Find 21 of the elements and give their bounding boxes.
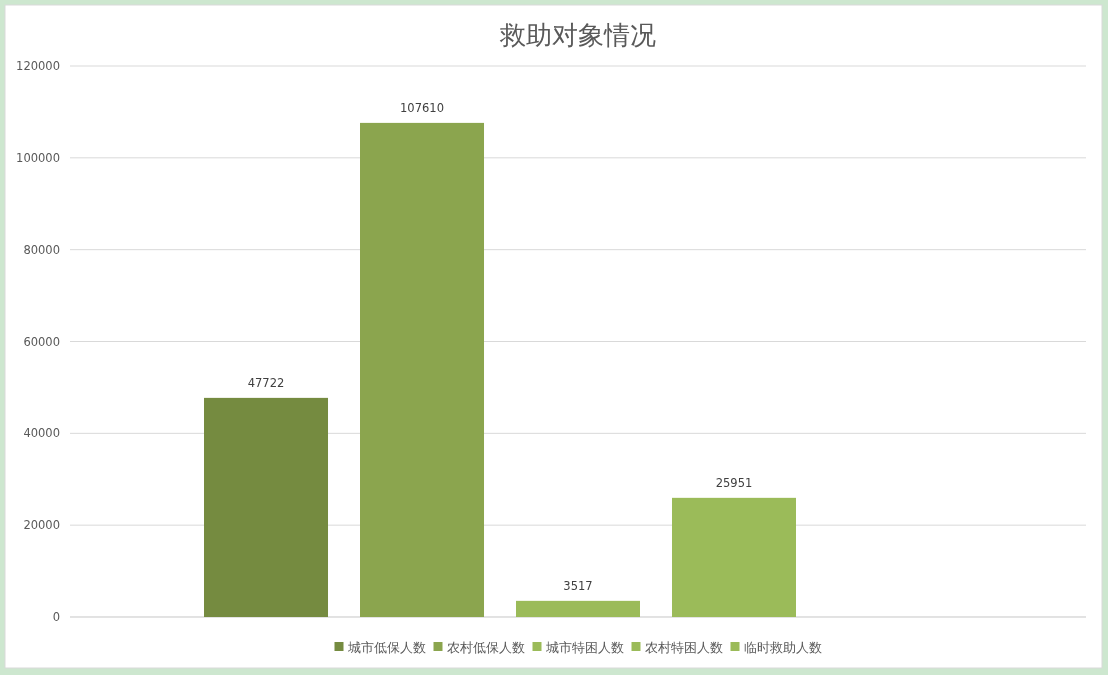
y-tick-label: 80000 [23,242,60,257]
bar [204,397,329,617]
legend-label: 临时救助人数 [743,639,822,655]
y-tick-label: 120000 [16,59,60,73]
legend-label: 农村特困人数 [644,639,723,655]
data-label: 107610 [400,100,444,115]
legend-label: 农村低保人数 [446,639,525,655]
data-label: 25951 [715,475,753,490]
y-tick-label: 60000 [23,334,60,349]
bar [360,122,485,617]
chart-title: 救助对象情况 [499,21,656,50]
y-tick-label: 0 [52,610,60,624]
y-tick-label: 100000 [16,150,60,165]
legend-label: 城市低保人数 [346,639,426,655]
legend-label: 城市特困人数 [544,639,624,655]
data-label: 47722 [247,375,285,390]
y-tick-label: 20000 [23,518,60,533]
bar [671,497,796,617]
data-label: 3517 [563,578,593,593]
bar [516,600,640,617]
y-tick-label: 40000 [23,426,60,441]
